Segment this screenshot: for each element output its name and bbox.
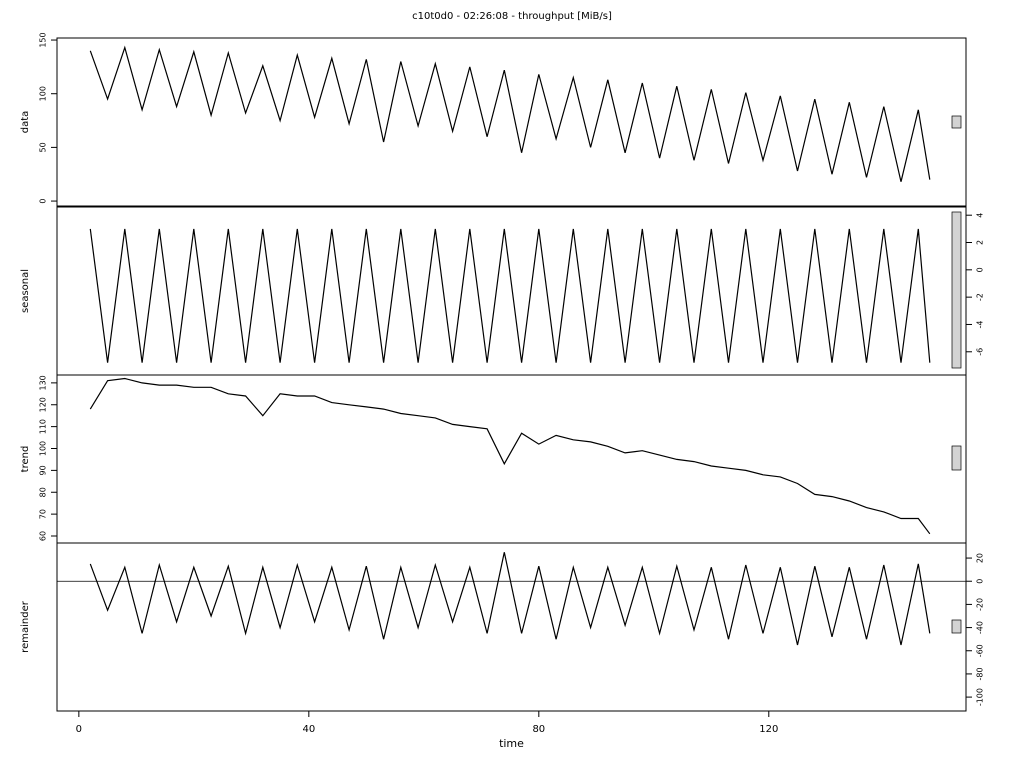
y-tick-label: 20 (976, 553, 985, 563)
y-tick-label: 100 (39, 86, 48, 101)
series-line (89, 552, 931, 646)
panel-frame (56, 374, 967, 544)
scale-bar (951, 619, 962, 634)
scale-bar (951, 445, 962, 471)
y-tick-label: 150 (39, 32, 48, 47)
x-tick-label: 120 (759, 724, 778, 735)
y-tick-label: 110 (39, 419, 48, 434)
y-axis-label: seasonal (20, 269, 31, 313)
y-tick-label: -40 (976, 621, 985, 634)
y-tick-label: 0 (976, 267, 985, 272)
y-tick-label: -100 (976, 688, 985, 706)
x-tick-label: 80 (532, 724, 545, 735)
y-tick-label: -2 (976, 293, 985, 301)
y-tick-label: 60 (39, 531, 48, 541)
y-tick-label: -20 (976, 598, 985, 611)
series-line (89, 45, 931, 182)
y-tick-label: 120 (39, 397, 48, 412)
y-tick-label: -80 (976, 667, 985, 680)
y-tick-label: -60 (976, 644, 985, 657)
series-line (89, 377, 931, 535)
y-tick-label: 2 (976, 240, 985, 245)
y-tick-label: 4 (976, 213, 985, 218)
series-line (89, 228, 931, 363)
y-tick-label: -6 (976, 348, 985, 356)
y-tick-label: 130 (39, 375, 48, 390)
scale-bar (951, 115, 962, 129)
scale-bar (951, 211, 962, 369)
y-axis-label: trend (20, 446, 31, 473)
panel-frame (56, 37, 967, 207)
y-tick-label: 70 (39, 509, 48, 519)
x-tick-label: 0 (76, 724, 82, 735)
chart-title: c10t0d0 - 02:26:08 - throughput [MiB/s] (412, 11, 612, 22)
panel-frame (56, 542, 967, 712)
y-tick-label: 0 (976, 579, 985, 584)
y-tick-label: 100 (39, 441, 48, 456)
y-tick-label: 50 (39, 142, 48, 152)
y-tick-label: 90 (39, 465, 48, 475)
x-axis-label: time (499, 737, 524, 750)
y-axis-label: remainder (20, 600, 31, 653)
y-tick-label: 0 (39, 199, 48, 204)
y-tick-label: 80 (39, 487, 48, 497)
y-axis-label: data (20, 111, 31, 134)
y-tick-label: -4 (976, 320, 985, 328)
x-tick-label: 40 (302, 724, 315, 735)
